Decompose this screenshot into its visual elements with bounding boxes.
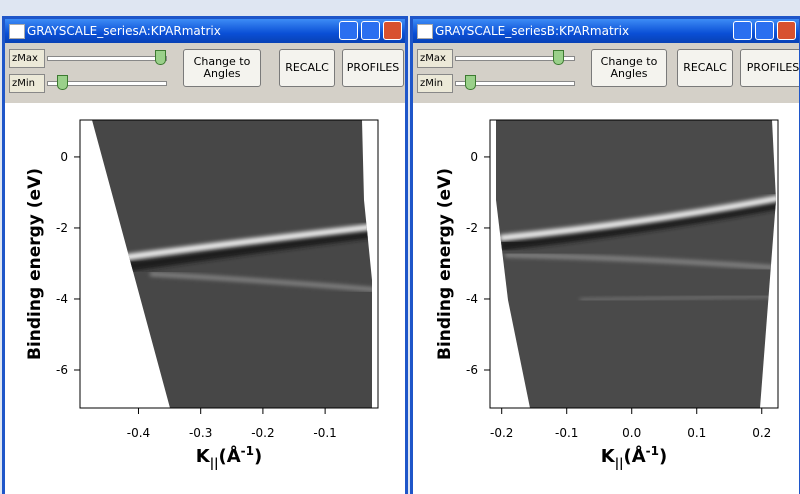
window-title: GRAYSCALE_seriesB:KPARmatrix <box>435 24 630 38</box>
zmin-slider[interactable] <box>57 75 68 90</box>
y-axis-label: Binding energy (eV) <box>435 168 455 360</box>
y-axis-label: Binding energy (eV) <box>25 168 45 360</box>
change-button[interactable]: Change to Angles <box>591 49 667 87</box>
y-tick-label: -6 <box>466 363 478 377</box>
title-bar: GRAYSCALE_seriesB:KPARmatrix <box>413 19 799 43</box>
toolbar: zMax zMin Change to Angles RECALC PROFILES <box>5 43 405 103</box>
x-tick-label: -0.3 <box>189 426 212 440</box>
y-tick-label: 0 <box>470 150 478 164</box>
y-tick-label: -2 <box>56 221 68 235</box>
zmax-track <box>455 56 575 61</box>
zmax-label: zMax <box>417 49 453 68</box>
x-tick-label: -0.2 <box>251 426 274 440</box>
y-tick-label: 0 <box>60 150 68 164</box>
close-button[interactable] <box>383 21 402 40</box>
title-bar: GRAYSCALE_seriesA:KPARmatrix <box>5 19 405 43</box>
y-tick-label: -4 <box>56 292 68 306</box>
x-axis-label-open: (Å <box>218 444 240 467</box>
close-button[interactable] <box>777 21 796 40</box>
zmin-track <box>47 81 167 86</box>
x-axis-label-close: ) <box>254 446 262 467</box>
x-tick-label: -0.1 <box>313 426 336 440</box>
zmin-slider[interactable] <box>465 75 476 90</box>
change-button[interactable]: Change to Angles <box>183 49 261 87</box>
zmax-slider[interactable] <box>553 50 564 65</box>
x-tick-label: 0.0 <box>622 426 641 440</box>
x-tick-label: -0.4 <box>127 426 150 440</box>
zmin-label: zMin <box>417 74 453 93</box>
app-icon <box>9 24 25 39</box>
maximize-button[interactable] <box>755 21 774 40</box>
app-icon <box>417 24 433 39</box>
recalc-button[interactable]: RECALC <box>677 49 733 87</box>
window-title: GRAYSCALE_seriesA:KPARmatrix <box>27 24 221 38</box>
x-axis-label-open: (Å <box>623 444 645 467</box>
x-axis-label-sup: -1 <box>646 444 659 458</box>
profiles-button[interactable]: PROFILES <box>342 49 404 87</box>
toolbar: zMax zMin Change to Angles RECALC PROFILES <box>413 43 799 103</box>
maximize-button[interactable] <box>361 21 380 40</box>
intensity-map <box>92 120 372 408</box>
x-axis-label-sub: || <box>615 456 624 470</box>
x-axis-label: K||(Å-1) <box>601 444 667 470</box>
plot-frame <box>79 119 379 409</box>
zmax-track <box>47 56 167 61</box>
zmin-label: zMin <box>9 74 45 93</box>
x-tick-label: 0.2 <box>752 426 771 440</box>
y-tick-label: -4 <box>466 292 478 306</box>
x-tick-label: -0.2 <box>490 426 513 440</box>
minimize-button[interactable] <box>339 21 358 40</box>
y-tick-label: -6 <box>56 363 68 377</box>
minimize-button[interactable] <box>733 21 752 40</box>
x-axis-label-close: ) <box>659 446 667 467</box>
x-tick-label: -0.1 <box>555 426 578 440</box>
zmin-track <box>455 81 575 86</box>
x-axis-label-sup: -1 <box>241 444 254 458</box>
x-tick-label: 0.1 <box>687 426 706 440</box>
y-tick-label: -2 <box>466 221 478 235</box>
zmax-slider[interactable] <box>155 50 166 65</box>
profiles-button[interactable]: PROFILES <box>740 49 799 87</box>
x-axis-label-main: K <box>196 446 211 467</box>
recalc-button[interactable]: RECALC <box>279 49 335 87</box>
zmax-label: zMax <box>9 49 45 68</box>
x-axis-label: K||(Å-1) <box>196 444 262 470</box>
x-axis-label-main: K <box>601 446 616 467</box>
intensity-map <box>496 120 776 408</box>
x-axis-label-sub: || <box>210 456 219 470</box>
plot-frame <box>489 119 779 409</box>
